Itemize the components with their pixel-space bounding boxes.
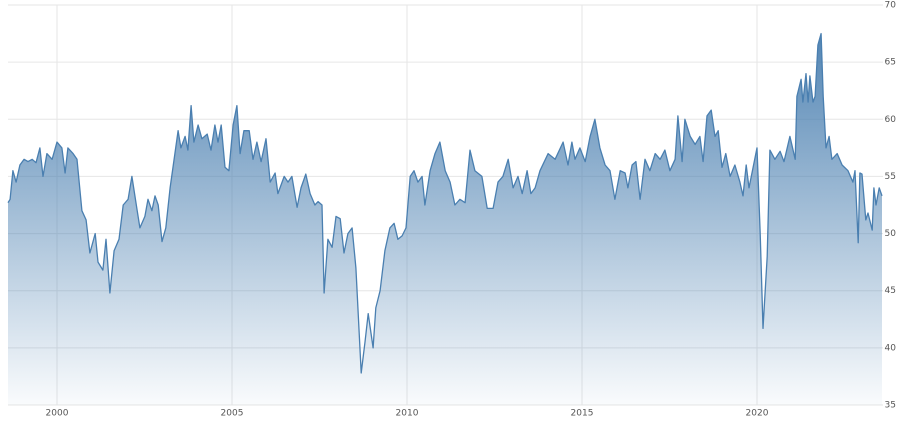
x-tick-label: 2010 bbox=[396, 409, 419, 419]
y-tick-label: 65 bbox=[885, 58, 896, 68]
y-tick-label: 40 bbox=[885, 343, 897, 353]
y-tick-label: 55 bbox=[885, 172, 896, 182]
x-tick-label: 2020 bbox=[746, 409, 769, 419]
y-tick-label: 60 bbox=[885, 115, 897, 125]
y-tick-label: 45 bbox=[885, 286, 896, 296]
x-tick-label: 2000 bbox=[46, 409, 69, 419]
x-tick-label: 2015 bbox=[571, 409, 594, 419]
y-tick-label: 70 bbox=[885, 1, 897, 11]
x-tick-label: 2005 bbox=[221, 409, 244, 419]
y-tick-label: 50 bbox=[885, 229, 897, 239]
area-line bbox=[7, 32, 883, 374]
area-fill bbox=[8, 33, 882, 405]
y-tick-label: 35 bbox=[885, 401, 896, 411]
